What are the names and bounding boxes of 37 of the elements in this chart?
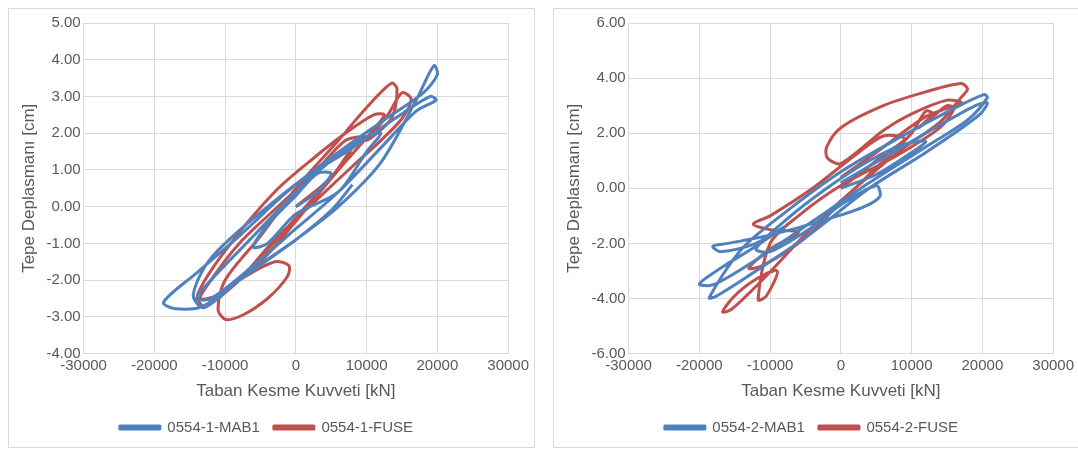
y-tick-label: -1.00 — [46, 233, 81, 251]
x-tick-label: 30000 — [487, 355, 529, 373]
y-axis-title: Tepe Deplasmanı [cm] — [18, 103, 38, 273]
x-tick-label: 20000 — [961, 355, 1004, 373]
y-axis-title: Tepe Deplasmanı [cm] — [563, 103, 583, 273]
legend-label: 0554-2-MAB1 — [712, 417, 805, 435]
line-series — [697, 93, 989, 300]
legend-label: 0554-1-MAB1 — [167, 417, 260, 435]
y-tick-label: -3.00 — [46, 307, 81, 325]
y-tick-label: -2.00 — [46, 270, 81, 288]
y-tick-label: -4.00 — [591, 288, 626, 306]
y-tick-label: 3.00 — [51, 86, 81, 104]
y-tick-label: 2.00 — [596, 123, 626, 141]
x-tick-label: -10000 — [201, 355, 249, 373]
y-tick-label: -2.00 — [591, 233, 626, 251]
legend-label: 0554-1-FUSE — [321, 417, 414, 435]
y-tick-label: 0.00 — [51, 196, 81, 214]
line-series — [162, 64, 439, 311]
x-tick-label: 10000 — [345, 355, 388, 373]
y-tick-label: 2.00 — [51, 123, 81, 141]
x-axis-title: Taban Kesme Kuvveti [kN] — [196, 381, 396, 401]
x-tick-label: -20000 — [675, 355, 723, 373]
x-axis-title: Taban Kesme Kuvveti [kN] — [741, 381, 941, 401]
x-tick-label: 10000 — [890, 355, 933, 373]
x-tick-label: 0 — [836, 355, 846, 373]
x-tick-label: 30000 — [1032, 355, 1074, 373]
y-tick-label: 6.00 — [596, 13, 626, 31]
x-tick-label: -20000 — [130, 355, 178, 373]
x-tick-label: 20000 — [416, 355, 459, 373]
y-tick-label: 0.00 — [596, 178, 626, 196]
x-tick-label: 0 — [291, 355, 301, 373]
x-tick-label: -10000 — [746, 355, 794, 373]
y-tick-label: 5.00 — [51, 13, 81, 31]
y-tick-label: 4.00 — [51, 49, 81, 67]
legend-label: 0554-2-FUSE — [866, 417, 959, 435]
y-tick-label: 1.00 — [51, 160, 81, 178]
y-tick-label: 4.00 — [596, 68, 626, 86]
